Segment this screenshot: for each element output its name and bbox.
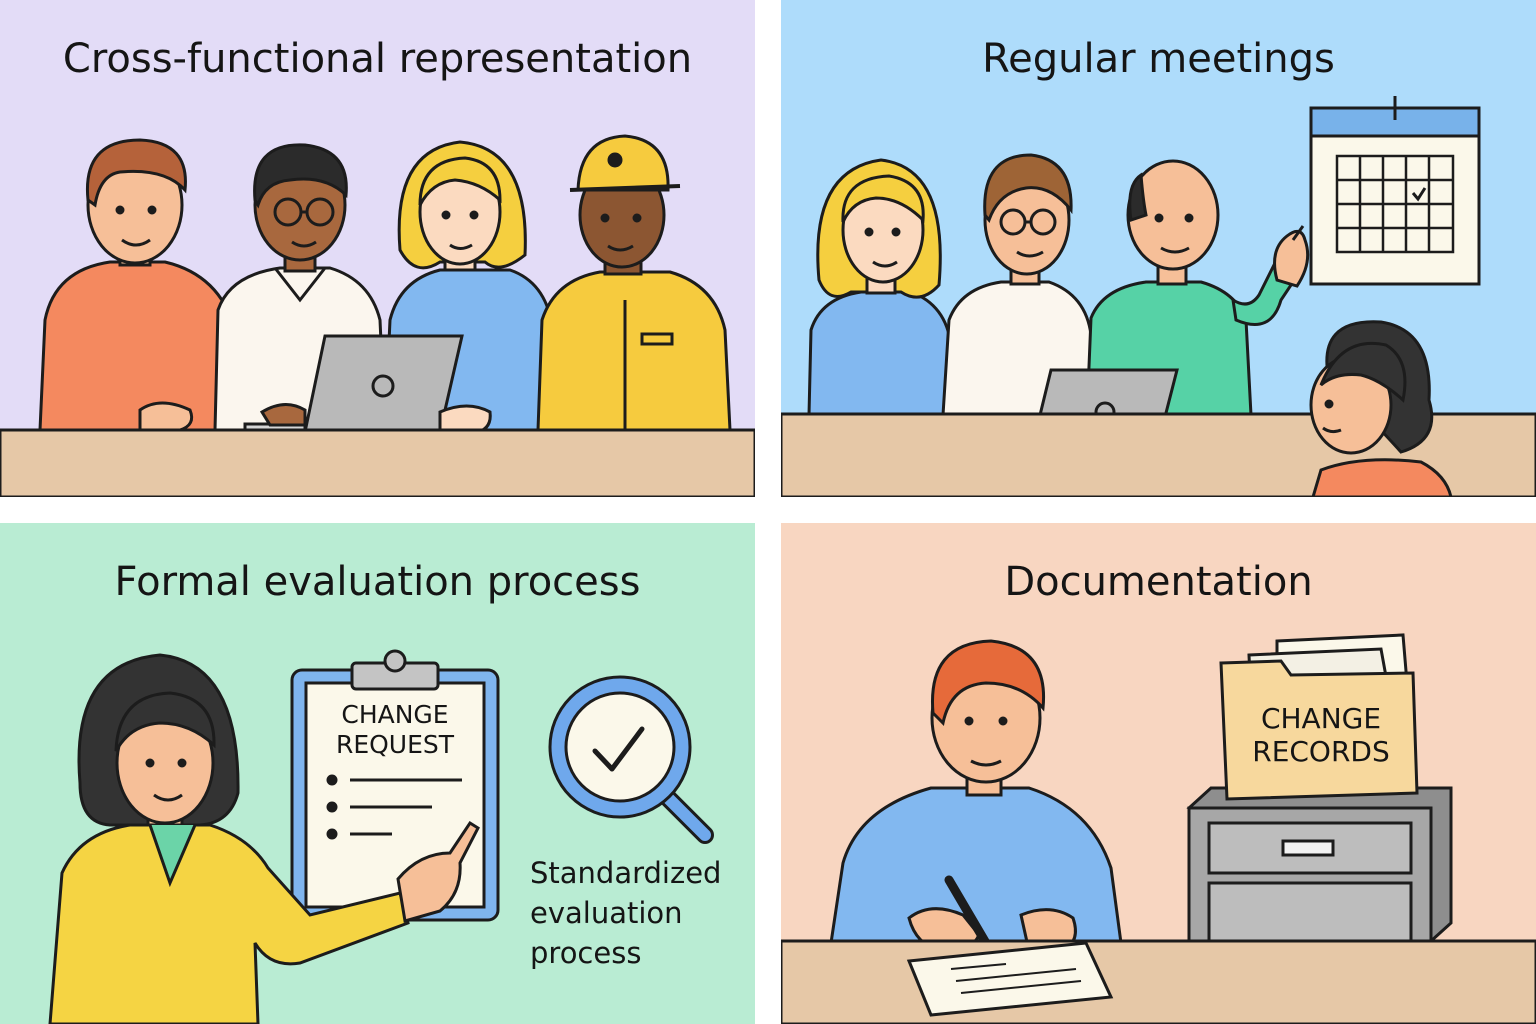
panel-title: Cross-functional representation xyxy=(62,36,693,82)
standardized-caption: Standardized evaluation process xyxy=(530,853,721,973)
panel-cross-functional: Cross-functional representation xyxy=(0,0,755,497)
table-surface xyxy=(781,939,1536,1024)
panel-title: Formal evaluation process xyxy=(114,559,641,605)
clipboard-line-1: CHANGE xyxy=(341,700,448,729)
cross-functional-illustration xyxy=(0,134,755,497)
clipboard-line-2: REQUEST xyxy=(336,730,455,759)
meeting-illustration xyxy=(781,96,1536,497)
person-hard-hat-worker xyxy=(536,134,732,432)
person-yellow-jacket xyxy=(48,653,480,1024)
filing-cabinet-icon xyxy=(1186,786,1453,943)
caption-line-3: process xyxy=(530,936,642,970)
panel-title: Documentation xyxy=(1004,559,1313,605)
panel-documentation: Documentation CHANGE RECORDS xyxy=(781,523,1536,1024)
calendar-icon xyxy=(1309,96,1481,286)
caption-line-1: Standardized xyxy=(530,856,722,890)
person-white-shirt xyxy=(941,153,1095,417)
documentation-illustration: CHANGE RECORDS xyxy=(781,633,1536,1024)
caption-line-2: evaluation xyxy=(530,896,683,930)
paper-sheet xyxy=(906,941,1114,1017)
person-writing xyxy=(829,639,1123,953)
person-side-view-woman xyxy=(1309,320,1453,497)
folder-line-1: CHANGE xyxy=(1261,702,1381,735)
folder-line-2: RECORDS xyxy=(1252,735,1390,768)
clipboard-icon: CHANGE REQUEST xyxy=(290,649,500,922)
table-surface xyxy=(0,428,755,497)
person-blonde-blue-top xyxy=(807,158,961,447)
person-orange-sweater xyxy=(38,138,242,432)
magnifying-glass-icon xyxy=(548,675,714,844)
folder-icon: CHANGE RECORDS xyxy=(1219,633,1419,801)
evaluation-illustration: CHANGE REQUEST xyxy=(48,649,714,1024)
panel-formal-evaluation: Formal evaluation process CHANGE REQUEST xyxy=(0,523,755,1024)
panel-title: Regular meetings xyxy=(982,36,1335,82)
panel-regular-meetings: Regular meetings xyxy=(781,0,1536,497)
